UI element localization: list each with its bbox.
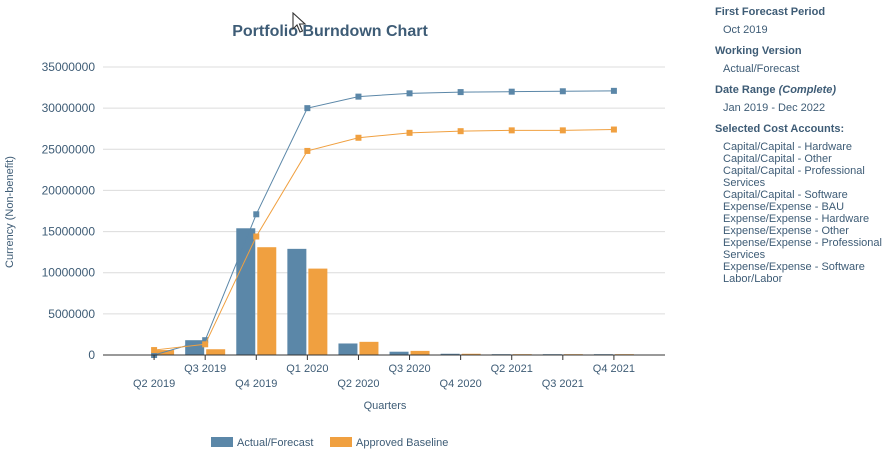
bar-actual[interactable] bbox=[185, 340, 205, 355]
cost-account-item: Expense/Expense - Hardware bbox=[723, 213, 870, 225]
cumulative-point[interactable] bbox=[304, 147, 311, 154]
legend[interactable]: Actual/Forecast Approved Baseline bbox=[211, 437, 448, 449]
bar-baseline[interactable] bbox=[257, 247, 277, 355]
bars bbox=[155, 228, 634, 355]
cost-account-item: Expense/Expense - Software bbox=[723, 261, 865, 273]
legend-swatch bbox=[330, 437, 352, 447]
cumulative-point[interactable] bbox=[355, 134, 362, 141]
cumulative-point[interactable] bbox=[457, 128, 464, 135]
x-tick-label: Q2 2021 bbox=[491, 363, 533, 375]
x-tick-label: Q2 2020 bbox=[337, 378, 379, 390]
bar-actual[interactable] bbox=[236, 228, 256, 355]
burndown-chart: Portfolio Burndown Chart 0 5000000 1000000… bbox=[4, 23, 665, 449]
cumulative-line-actual bbox=[153, 90, 614, 356]
x-tick-label: Q3 2020 bbox=[388, 363, 430, 375]
first-forecast-label: First Forecast Period bbox=[715, 6, 826, 18]
date-range-label: Date Range bbox=[715, 84, 776, 96]
date-range-qualifier: (Complete) bbox=[778, 84, 837, 96]
y-tick-label: 20000000 bbox=[42, 183, 96, 197]
bar-actual[interactable] bbox=[338, 343, 358, 355]
bar-baseline[interactable] bbox=[206, 349, 226, 355]
date-range-heading: Date Range (Complete) bbox=[715, 84, 893, 96]
cumulative-point[interactable] bbox=[355, 93, 362, 100]
cost-account-item: Capital/Capital - Other bbox=[723, 153, 832, 165]
cumulative-point[interactable] bbox=[559, 127, 566, 134]
bar-baseline[interactable] bbox=[461, 353, 481, 355]
y-tick-label: 15000000 bbox=[42, 225, 96, 239]
cumulative-point[interactable] bbox=[610, 126, 617, 133]
chart-title: Portfolio Burndown Chart bbox=[232, 23, 428, 40]
grid-lines bbox=[103, 66, 665, 356]
x-axis-label: Quarters bbox=[364, 400, 407, 412]
y-axis-label: Currency (Non-benefit) bbox=[4, 156, 16, 268]
cost-accounts-list: Capital/Capital - Hardware Capital/Capita… bbox=[723, 141, 893, 285]
x-tick-label: Q4 2020 bbox=[440, 378, 482, 390]
bar-baseline[interactable] bbox=[308, 268, 328, 355]
cumulative-point[interactable] bbox=[406, 129, 413, 136]
x-tick-label: Q4 2019 bbox=[235, 378, 277, 390]
legend-item-baseline[interactable]: Approved Baseline bbox=[330, 437, 448, 449]
cost-account-item: Expense/Expense - Other bbox=[723, 225, 849, 237]
cumulative-point[interactable] bbox=[202, 341, 209, 348]
y-tick-label: 10000000 bbox=[42, 266, 96, 280]
cumulative-point[interactable] bbox=[304, 105, 311, 112]
working-version-value: Actual/Forecast bbox=[723, 63, 800, 75]
x-tick-label: Q3 2021 bbox=[542, 378, 584, 390]
mouse-pointer-icon bbox=[292, 12, 307, 33]
cumulative-point[interactable] bbox=[508, 88, 515, 95]
bar-actual[interactable] bbox=[440, 353, 460, 355]
y-tick-label: 0 bbox=[88, 348, 95, 362]
x-tick-label: Q4 2021 bbox=[593, 363, 635, 375]
filter-summary-panel: First Forecast Period Oct 2019 Working V… bbox=[715, 6, 893, 285]
x-tick-label: Q2 2019 bbox=[133, 378, 175, 390]
bar-baseline[interactable] bbox=[359, 341, 379, 355]
cumulative-point[interactable] bbox=[151, 347, 158, 354]
legend-label: Actual/Forecast bbox=[237, 437, 313, 449]
cumulative-point[interactable] bbox=[610, 87, 617, 94]
working-version-label: Working Version bbox=[715, 45, 802, 57]
cumulative-point[interactable] bbox=[406, 90, 413, 97]
y-tick-label: 30000000 bbox=[42, 101, 96, 115]
cost-account-item: Expense/Expense - BAU bbox=[723, 201, 845, 213]
legend-swatch bbox=[211, 437, 233, 447]
cumulative-point[interactable] bbox=[457, 89, 464, 96]
cost-account-item: Capital/Capital - Professional Services bbox=[723, 165, 865, 189]
x-tick-label: Q3 2019 bbox=[184, 363, 226, 375]
bar-actual[interactable] bbox=[389, 351, 409, 355]
first-forecast-value: Oct 2019 bbox=[723, 24, 768, 36]
y-tick-label: 5000000 bbox=[48, 307, 95, 321]
cumulative-line-baseline bbox=[154, 129, 614, 351]
y-tick-label: 25000000 bbox=[42, 142, 96, 156]
bar-baseline[interactable] bbox=[155, 350, 175, 355]
bar-actual[interactable] bbox=[287, 248, 307, 355]
date-range-value: Jan 2019 - Dec 2022 bbox=[723, 102, 826, 114]
cumulative-point[interactable] bbox=[202, 337, 209, 344]
cost-account-item: Expense/Expense - Professional Services bbox=[723, 237, 882, 261]
x-axis: Q2 2019 Q3 2019 Q4 2019 Q1 2020 Q2 2020 Q3 20… bbox=[103, 354, 665, 390]
cumulative-point[interactable] bbox=[508, 127, 515, 134]
cumulative-lines bbox=[151, 87, 617, 358]
cost-account-item: Labor/Labor bbox=[723, 273, 783, 285]
legend-item-actual[interactable]: Actual/Forecast bbox=[211, 437, 313, 449]
cumulative-point[interactable] bbox=[559, 88, 566, 95]
legend-label: Approved Baseline bbox=[356, 437, 448, 449]
x-tick-label: Q1 2020 bbox=[286, 363, 328, 375]
cumulative-point[interactable] bbox=[253, 233, 260, 240]
y-axis-ticks: 0 5000000 10000000 15000000 20000000 25000000… bbox=[42, 60, 96, 362]
cumulative-point[interactable] bbox=[253, 211, 260, 218]
cost-accounts-label: Selected Cost Accounts: bbox=[715, 123, 845, 135]
cost-account-item: Capital/Capital - Software bbox=[723, 189, 848, 201]
cost-account-item: Capital/Capital - Hardware bbox=[723, 141, 852, 153]
y-tick-label: 35000000 bbox=[42, 60, 96, 74]
bar-baseline[interactable] bbox=[410, 350, 430, 355]
